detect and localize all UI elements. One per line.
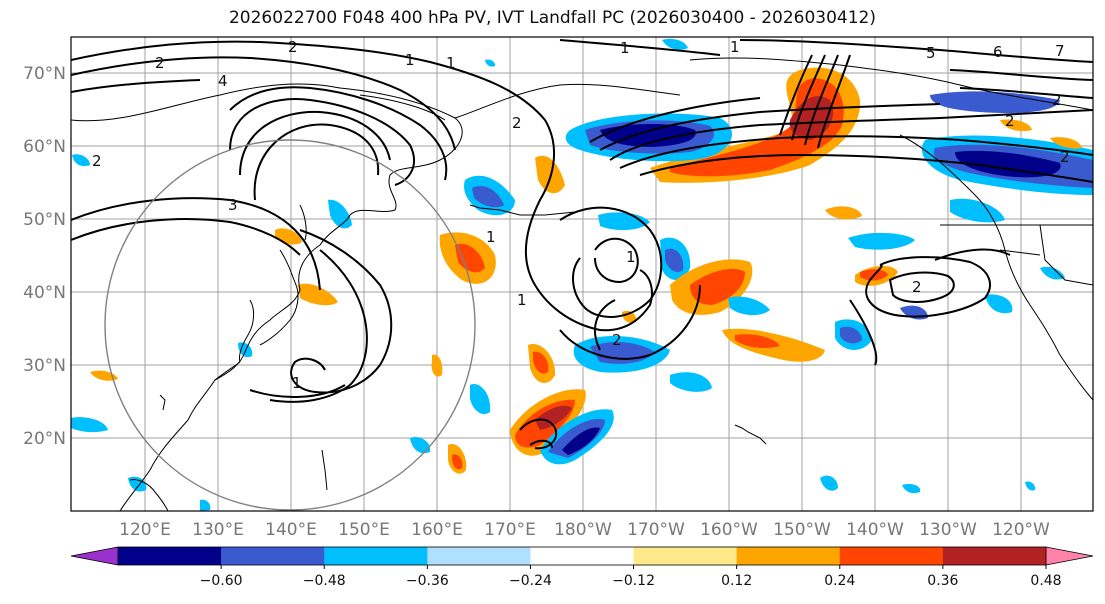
svg-text:1: 1 [730,38,740,56]
svg-text:1: 1 [446,54,456,72]
svg-text:30°N: 30°N [23,356,66,376]
colorbar-outline [117,546,1047,566]
colorbar-segment [942,547,1047,565]
colorbar-min-extension [71,547,118,565]
colorbar-tick-label: −0.24 [509,573,552,589]
svg-text:2: 2 [155,54,165,72]
svg-text:2: 2 [1005,112,1015,130]
svg-text:70°N: 70°N [23,64,66,84]
colorbar-segment [530,547,635,565]
colorbar-tick-label: 0.12 [721,573,752,589]
svg-text:130°E: 130°E [192,520,244,540]
svg-text:6: 6 [993,43,1003,61]
svg-text:50°N: 50°N [23,210,66,230]
colorbar-segment [324,547,428,565]
svg-text:2: 2 [1052,91,1062,109]
longitude-labels: 120°E 130°E 140°E 150°E 160°E 170°E 180°… [119,520,1050,540]
coastlines [71,57,1093,511]
svg-text:4: 4 [218,72,228,90]
svg-text:130°W: 130°W [919,520,977,540]
svg-text:3: 3 [228,196,238,214]
svg-text:1: 1 [486,228,496,246]
colorbar-segment [427,547,531,565]
colorbar-tick-label: −0.48 [303,573,346,589]
svg-text:2: 2 [92,152,102,170]
svg-text:1: 1 [405,51,415,69]
colorbar-segment [118,547,222,565]
colorbar-segment [221,547,325,565]
svg-text:7: 7 [1055,42,1065,60]
svg-text:20°N: 20°N [23,429,66,449]
svg-text:150°W: 150°W [773,520,831,540]
map-border [70,36,1094,512]
svg-text:150°E: 150°E [338,520,390,540]
svg-text:2: 2 [912,278,922,296]
svg-text:160°W: 160°W [700,520,758,540]
svg-text:5: 5 [926,44,936,62]
svg-text:1: 1 [626,248,636,266]
colorbar-tick-label: 0.24 [824,573,855,589]
svg-text:2: 2 [288,38,298,56]
colorbar-segment [736,547,841,565]
colorbar-max-extension [1046,547,1093,565]
map-title: 2026022700 F048 400 hPa PV, IVT Landfall… [228,8,876,28]
svg-text:170°E: 170°E [484,520,536,540]
svg-text:1: 1 [517,291,527,309]
colorbar-tick-label: −0.12 [612,573,655,589]
svg-text:120°W: 120°W [992,520,1050,540]
colorbar-tick-label: −0.60 [200,573,243,589]
colorbar: −0.60 −0.48 −0.36 −0.24 −0.12 0.12 0.24 0.36 0.4… [70,546,1094,589]
region-circle [104,139,476,511]
svg-text:170°W: 170°W [627,520,685,540]
svg-text:40°N: 40°N [23,283,66,303]
svg-text:2: 2 [512,114,522,132]
colorbar-tick-label: −0.36 [406,573,449,589]
svg-text:1: 1 [620,39,630,57]
contour-labels: 1 1 1 1 1 1 1 1 2 2 2 2 2 2 2 2 2 3 4 5 … [92,38,1070,392]
svg-text:2: 2 [1060,148,1070,166]
svg-text:180°W: 180°W [554,520,612,540]
svg-text:1: 1 [292,374,302,392]
svg-text:2: 2 [612,331,622,349]
svg-text:140°W: 140°W [846,520,904,540]
svg-text:60°N: 60°N [23,137,66,157]
svg-text:140°E: 140°E [265,520,317,540]
colorbar-segment [839,547,944,565]
colorbar-tick-label: 0.48 [1030,573,1061,589]
svg-text:120°E: 120°E [119,520,171,540]
colorbar-segment [633,547,738,565]
latitude-labels: 70°N 60°N 50°N 40°N 30°N 20°N [23,64,66,449]
colorbar-tick-label: 0.36 [927,573,958,589]
svg-text:160°E: 160°E [411,520,463,540]
contour-lines [71,39,1093,450]
